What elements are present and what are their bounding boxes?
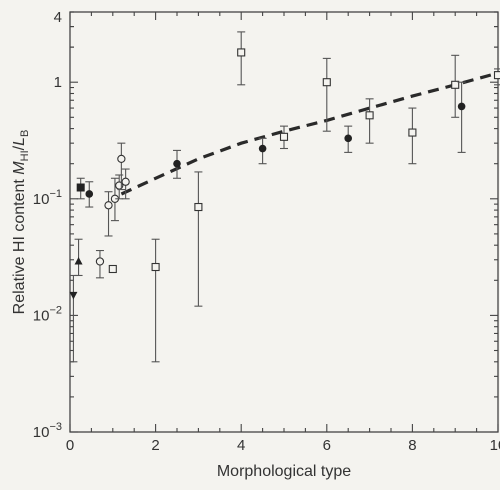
x-tick-label: 0 [66, 437, 74, 454]
open-square-point [194, 202, 203, 212]
open-square-point [279, 132, 289, 141]
y-axis-title: Relative HI content MHI/LB [11, 130, 31, 315]
x-tick-label: 10 [490, 437, 500, 454]
filled-circle-point [85, 190, 94, 198]
filled-circle-point [173, 159, 181, 168]
open-circle-point [117, 154, 126, 164]
y-tick-label: 10−1 [33, 188, 62, 208]
triangle-down-point [69, 291, 78, 300]
open-square-point [151, 262, 160, 272]
open-square-point [365, 111, 374, 120]
x-axis-title: Morphological type [217, 463, 351, 480]
plot-frame [69, 11, 499, 433]
open-circle-point [95, 257, 105, 266]
y-tick-label: 1 [54, 74, 62, 91]
filled-circle-point [344, 134, 353, 143]
filled-square-point [76, 183, 85, 192]
open-square-point [451, 80, 460, 89]
y-tick-label: 10−3 [33, 421, 62, 441]
open-square-point [493, 71, 500, 80]
y-tick-label: 10−2 [33, 304, 62, 324]
filled-circle-point [258, 144, 267, 153]
open-circle-point [104, 201, 113, 210]
trend-line [120, 71, 499, 196]
data-points [69, 31, 500, 363]
open-square-point [108, 264, 117, 274]
x-tick-label: 8 [408, 437, 416, 454]
open-square-point [408, 128, 417, 137]
axis-ticks [69, 11, 499, 433]
triangle-up-point [74, 256, 83, 265]
open-square-point [322, 78, 331, 87]
x-tick-label: 2 [151, 437, 159, 454]
y-tick-label: 4 [54, 9, 62, 26]
open-square-point [237, 48, 246, 57]
x-tick-label: 6 [323, 437, 331, 454]
filled-circle-point [457, 102, 466, 111]
x-tick-label: 4 [237, 437, 245, 454]
axis-tick-labels: 0 2 4 6 8 10 10−3 10−2 10−1 1 4 [33, 9, 500, 454]
open-circle-point [121, 177, 130, 186]
